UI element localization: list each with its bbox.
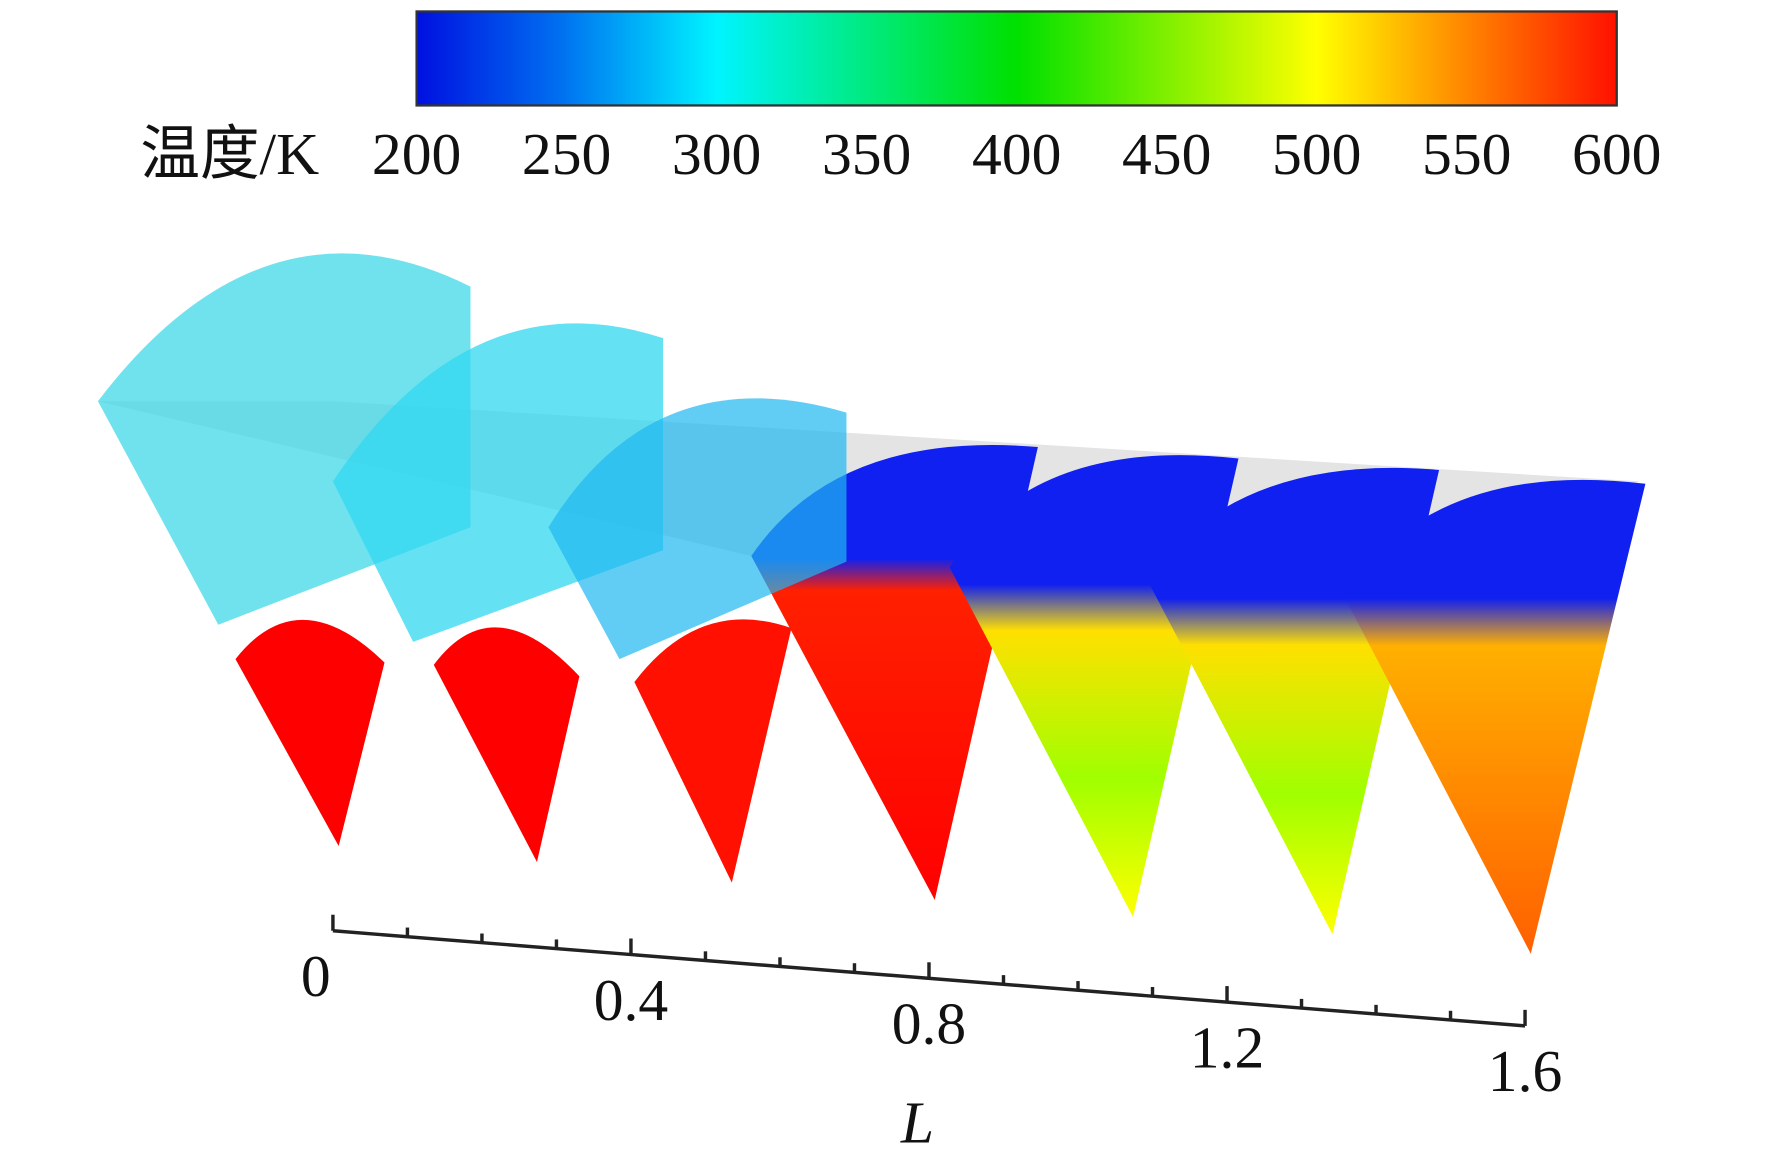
- colorbar-tick-label: 450: [1122, 121, 1211, 187]
- colorbar-tick-label: 500: [1272, 121, 1361, 187]
- axis-tick-label: 1.2: [1190, 1014, 1265, 1080]
- colorbar-tick-label: 550: [1422, 121, 1511, 187]
- colorbar-label: 温度/K: [140, 121, 319, 187]
- axis-tick-label: 1.6: [1488, 1038, 1563, 1104]
- axis-tick-label: 0: [301, 943, 331, 1009]
- colorbar-tick-label: 300: [672, 121, 761, 187]
- axis-tick-label: 0.8: [892, 991, 967, 1057]
- colorbar-tick-label: 600: [1572, 121, 1661, 187]
- colorbar: [415, 10, 1618, 107]
- axis-label: L: [900, 1090, 934, 1152]
- colorbar-tick-label: 400: [972, 121, 1061, 187]
- colorbar-tick-label: 350: [822, 121, 911, 187]
- geometry: [97, 253, 1646, 954]
- colorbar-tick-label: 200: [372, 121, 461, 187]
- axis-tick-label: 0.4: [594, 967, 669, 1033]
- colorbar-tick-label: 250: [522, 121, 611, 187]
